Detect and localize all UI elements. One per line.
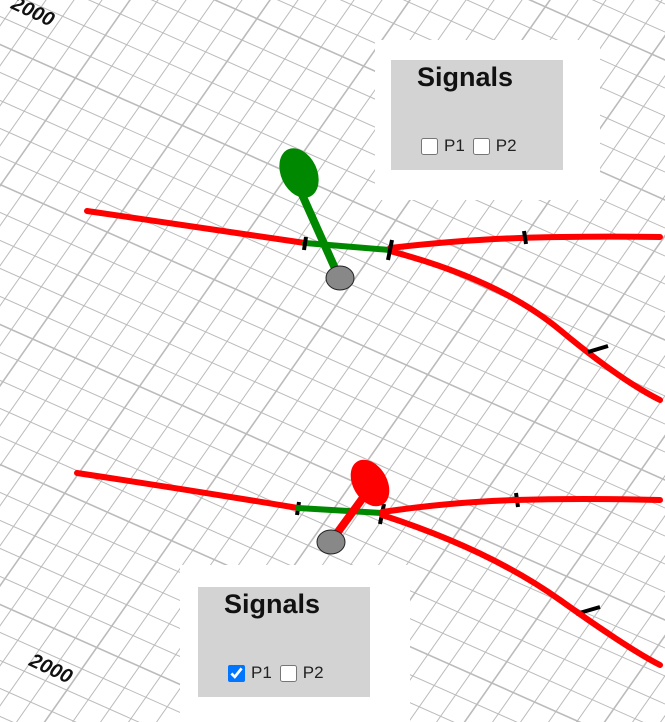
checkbox[interactable]	[472, 137, 490, 155]
grid-line	[87, 0, 665, 257]
grid-line	[0, 0, 32, 722]
grid-line	[0, 267, 665, 565]
option[interactable]: P1	[421, 136, 465, 156]
grid-line	[0, 43, 665, 341]
grid-line	[0, 99, 665, 397]
grid-line	[0, 323, 665, 621]
signal-bottom	[316, 459, 390, 555]
grid-line	[0, 295, 665, 593]
grid-line	[0, 0, 411, 588]
option-label: P2	[495, 136, 517, 155]
grid-line	[0, 379, 665, 677]
grid-line	[295, 194, 665, 722]
grid-line	[351, 274, 665, 722]
grid-line	[379, 314, 665, 722]
option[interactable]: P2	[472, 136, 517, 156]
grid-line	[267, 154, 665, 722]
grid-line	[0, 687, 77, 722]
grid-line	[0, 0, 159, 227]
grid-line	[407, 354, 665, 722]
grid-line	[0, 0, 4, 722]
grid-line	[591, 0, 665, 33]
grid-line	[0, 183, 665, 481]
option[interactable]: P2	[279, 663, 324, 683]
signals-panel: Signals P1 P2	[391, 60, 563, 170]
grid-line	[0, 351, 665, 649]
checkbox[interactable]	[421, 137, 438, 155]
grid-line	[0, 0, 75, 107]
option[interactable]: P1	[228, 663, 272, 683]
grid-line	[0, 0, 383, 547]
grid-line	[0, 659, 140, 722]
grid-line	[24, 0, 665, 285]
grid-line	[0, 0, 271, 388]
grid-line	[213, 0, 665, 201]
grid-line	[0, 0, 355, 507]
grid-line	[0, 0, 187, 267]
grid-line	[239, 114, 665, 722]
grid-line	[0, 0, 299, 427]
panel-title: Signals	[224, 589, 321, 619]
options: P1 P2	[421, 136, 525, 156]
grid-line	[0, 0, 215, 307]
grid-line	[0, 0, 327, 467]
checkbox[interactable]	[228, 664, 245, 682]
grid-line	[150, 0, 665, 229]
grid-line	[0, 155, 665, 453]
signal-top	[279, 148, 355, 291]
tracks-bottom	[74, 470, 663, 668]
grid-line	[0, 0, 131, 188]
grid-line	[465, 0, 665, 89]
grid-line	[0, 631, 203, 722]
option-label: P2	[302, 663, 324, 682]
option-label: P1	[251, 663, 272, 682]
grid-line	[0, 0, 19, 27]
grid-line	[0, 0, 103, 147]
grid-line	[155, 0, 663, 722]
grid-line	[0, 239, 665, 537]
grid-line	[0, 0, 243, 347]
tracks-top	[84, 208, 663, 403]
checkbox[interactable]	[279, 664, 297, 682]
grid-line	[402, 0, 665, 117]
grid-line	[276, 0, 665, 173]
axis-label: 2000	[7, 0, 58, 31]
panel-title: Signals	[417, 62, 514, 92]
signals-panel: Signals P1 P2	[198, 587, 370, 697]
grid-line	[0, 15, 665, 313]
grid-line	[183, 34, 665, 722]
grid-line	[0, 575, 329, 722]
option-label: P1	[444, 136, 465, 155]
grid-line	[0, 603, 267, 722]
grid-line	[211, 74, 665, 722]
grid-line	[323, 234, 665, 722]
grid-line	[0, 71, 665, 369]
grid-line	[528, 0, 665, 61]
options: P1 P2	[228, 663, 332, 683]
